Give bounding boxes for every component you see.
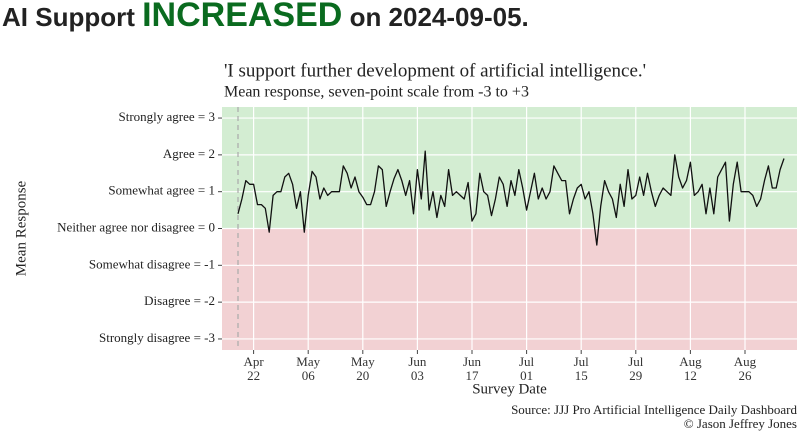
y-tick-label: Disagree = -2 — [144, 293, 215, 308]
title-part: AI Support — [2, 2, 143, 32]
y-tick-label: Strongly agree = 3 — [118, 109, 215, 124]
x-axis-title: Survey Date — [472, 381, 547, 397]
chart-title: AI Support INCREASED on 2024-09-05. — [2, 0, 529, 35]
y-tick-label: Neither agree nor disagree = 0 — [57, 219, 215, 234]
title-part: INCREASED — [142, 0, 343, 34]
x-tick-label: May 06 — [296, 354, 321, 383]
x-tick-label: Jul 29 — [628, 354, 644, 383]
x-tick-label: Jul 01 — [519, 354, 535, 383]
x-tick-label: Jun 17 — [462, 354, 482, 383]
positive-band — [222, 107, 797, 229]
y-axis-title: Mean Response — [13, 180, 29, 276]
x-tick-label: Jun 03 — [408, 354, 427, 383]
y-tick-label: Strongly disagree = -3 — [99, 330, 215, 345]
x-tick-label: May 20 — [350, 354, 375, 383]
y-tick-label: Agree = 2 — [163, 146, 215, 161]
subtitle: 'I support further development of artifi… — [224, 60, 646, 81]
title-part: on 2024-09-05. — [342, 2, 529, 32]
negative-band — [222, 228, 797, 350]
line — [237, 150, 785, 246]
y-tick-label: Somewhat disagree = -1 — [89, 256, 215, 271]
x-tick-label: Jul 15 — [573, 354, 589, 383]
x-tick-label: Aug 12 — [679, 354, 702, 383]
caption: Source: JJJ Pro Artificial Intelligence … — [511, 402, 797, 417]
x-tick-label: Aug 26 — [733, 354, 757, 383]
x-tick-label: Apr 22 — [243, 354, 264, 383]
y-tick-label: Somewhat agree = 1 — [108, 183, 215, 198]
caption: © Jason Jeffrey Jones — [684, 416, 797, 431]
subtitle: Mean response, seven-point scale from -3… — [224, 84, 529, 101]
